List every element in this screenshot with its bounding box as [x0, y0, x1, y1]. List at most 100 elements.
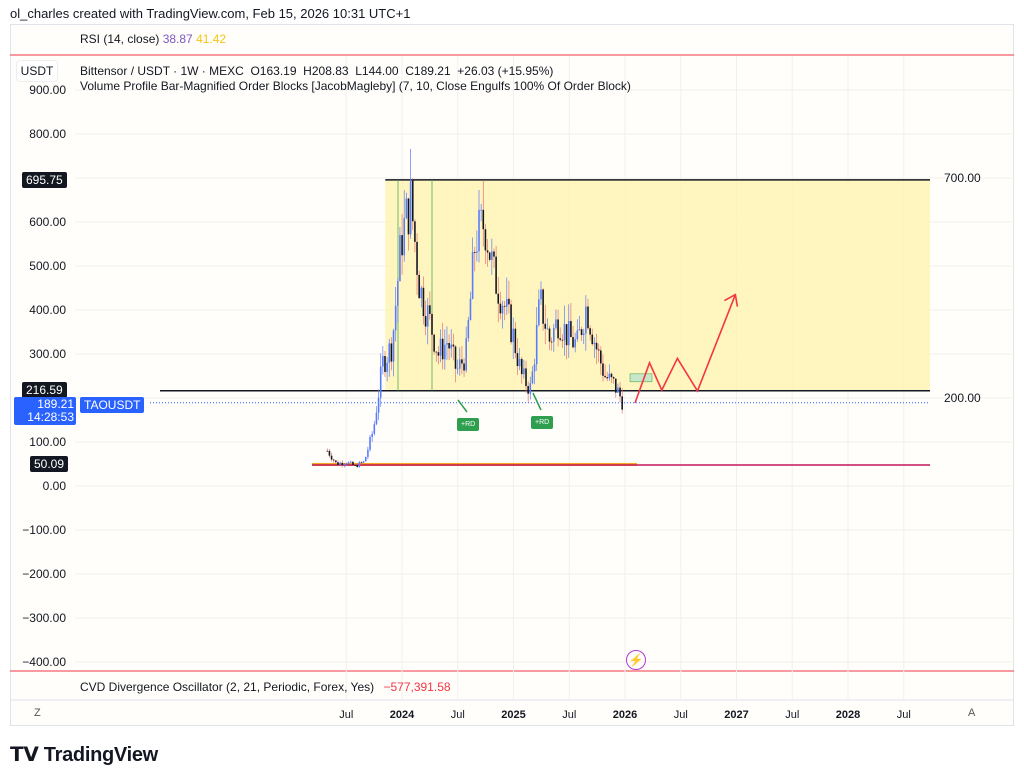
tv-logo-icon: 𝗧𝗩	[10, 744, 39, 766]
candle-body	[617, 387, 619, 393]
indicator-legend: Volume Profile Bar-Magnified Order Block…	[80, 79, 631, 93]
bar-countdown: 14:28:53	[27, 410, 74, 424]
candle-body	[518, 358, 521, 367]
candle-body	[379, 366, 382, 398]
candle-body	[621, 396, 623, 410]
candle-body	[392, 330, 395, 362]
rd-badge: +RD	[457, 418, 480, 431]
y-tick-label: −300.00	[22, 611, 66, 625]
candle-body	[491, 251, 493, 260]
candle-body	[570, 321, 572, 338]
candle-body	[407, 198, 410, 235]
candle-body	[612, 377, 615, 379]
x-tick-label: Jul	[673, 709, 688, 721]
divergence-line	[532, 392, 542, 411]
divergence-line	[457, 399, 468, 413]
candle-body	[341, 462, 344, 465]
candle-body	[619, 387, 621, 397]
candle-body	[527, 386, 529, 394]
y-tick-label: −400.00	[22, 655, 66, 669]
candle-body	[456, 368, 459, 370]
y-tick-label: 200.00	[944, 391, 981, 405]
candle-body	[373, 424, 376, 434]
candle-body	[533, 364, 536, 372]
cvd-legend[interactable]: CVD Divergence Oscillator (2, 21, Period…	[80, 680, 451, 694]
candle-body	[559, 338, 562, 340]
order-block-zone	[385, 179, 930, 391]
candle-body	[433, 334, 435, 352]
candle-body	[454, 346, 457, 369]
rsi-legend[interactable]: RSI (14, close) 38.87 41.42	[80, 32, 226, 46]
candle-body	[580, 329, 583, 336]
candle-body	[525, 368, 527, 387]
candle-body	[356, 465, 359, 468]
candle-body	[572, 337, 574, 348]
x-tick-label: 2024	[389, 709, 415, 721]
cvd-label: CVD Divergence Oscillator (2, 21, Period…	[80, 680, 375, 694]
candle-body	[542, 289, 544, 324]
projection-arrowhead	[724, 293, 739, 307]
candle-body	[567, 321, 570, 346]
candle-body	[399, 235, 401, 282]
candle-body	[484, 229, 487, 251]
candle-body	[535, 324, 538, 365]
candle-body	[610, 373, 613, 378]
y-tick-label: 500.00	[29, 259, 66, 273]
candle-body	[574, 339, 576, 348]
candle-body	[369, 436, 371, 450]
candle-body	[347, 462, 350, 464]
lightning-icon[interactable]: ⚡	[626, 650, 646, 670]
candle-body	[563, 324, 566, 341]
cvd-value: −577,391.58	[383, 680, 451, 694]
y-tick-label: 600.00	[29, 215, 66, 229]
candle-body	[544, 323, 547, 329]
candle-body	[595, 342, 598, 350]
candle-body	[486, 250, 489, 253]
candle-body	[429, 305, 431, 314]
candle-body	[328, 450, 331, 456]
candle-body	[499, 303, 502, 314]
price-tag-low: 50.09	[30, 456, 69, 472]
candle-body	[343, 464, 346, 465]
candle-body	[377, 397, 380, 413]
currency-button[interactable]: USDT	[16, 60, 58, 82]
candle-body	[418, 274, 420, 299]
candle-body	[516, 353, 519, 367]
candle-body	[482, 209, 485, 230]
x-tick-label: Jul	[450, 709, 465, 721]
candle-body	[561, 339, 564, 341]
candle-body	[469, 298, 472, 321]
y-tick-label: 100.00	[29, 435, 66, 449]
candle-body	[390, 343, 393, 362]
candle-body	[557, 319, 559, 339]
candle-body	[508, 298, 510, 305]
candle-body	[441, 338, 444, 360]
candle-body	[452, 344, 455, 347]
y-tick-label: 900.00	[29, 83, 66, 97]
candle-body	[501, 305, 504, 314]
y-tick-label: 300.00	[29, 347, 66, 361]
rsi-label: RSI (14, close)	[80, 32, 160, 46]
symbol-legend[interactable]: Bittensor / USDT · 1W · MEXC O163.19 H20…	[80, 64, 631, 94]
x-tick-label: Jul	[562, 709, 577, 721]
candle-body	[382, 356, 384, 367]
y-tick-label: −100.00	[22, 523, 66, 537]
candle-body	[495, 256, 497, 294]
candle-body	[520, 358, 523, 375]
candle-body	[600, 350, 602, 364]
candle-body	[546, 328, 549, 330]
auto-scale-button[interactable]: A	[968, 707, 976, 719]
candle-body	[384, 356, 386, 372]
candle-body	[352, 461, 354, 465]
candle-body	[576, 330, 579, 340]
candle-body	[548, 328, 551, 342]
candle-body	[503, 305, 506, 307]
candle-body	[478, 209, 480, 252]
candle-body	[608, 373, 611, 379]
auto-scale-z-button[interactable]: Z	[34, 707, 41, 719]
candle-body	[604, 375, 606, 378]
candle-body	[510, 304, 512, 343]
candle-body	[591, 334, 594, 345]
candle-body	[555, 319, 557, 328]
